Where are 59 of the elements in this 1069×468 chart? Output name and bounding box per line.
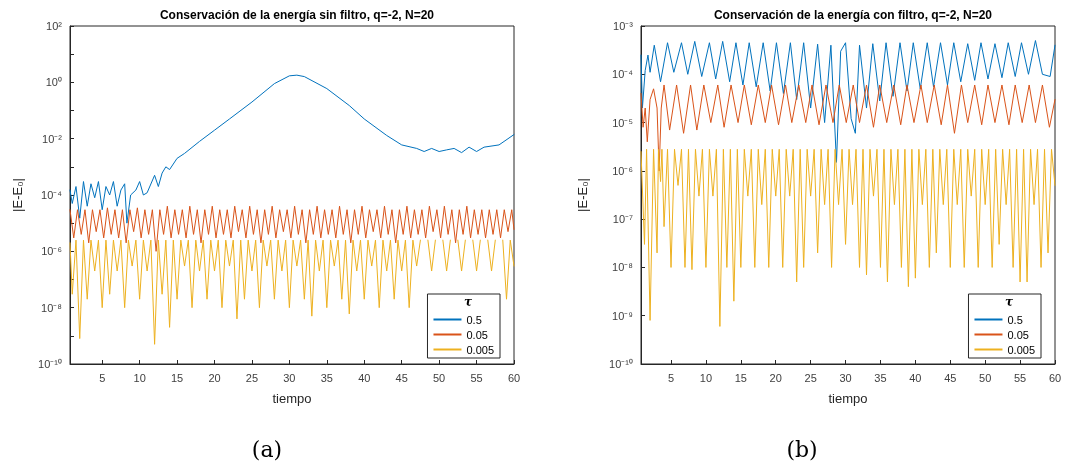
x-tick-label: 20 xyxy=(208,371,221,384)
x-tick-label: 10 xyxy=(699,371,713,384)
legend-label: 0.005 xyxy=(1007,343,1035,356)
y-tick-label: 10⁻³ xyxy=(613,20,634,32)
x-axis-title: tiempo xyxy=(828,391,868,406)
x-tick-label: 15 xyxy=(170,371,184,384)
x-tick-label: 10 xyxy=(133,371,146,384)
chart-title: Conservación de la energía con filtro, q=-2, N=20 xyxy=(713,8,993,22)
x-tick-label: 15 xyxy=(734,371,747,384)
x-tick-label: 55 xyxy=(1013,371,1027,384)
x-tick-label: 35 xyxy=(874,371,887,384)
x-tick-label: 30 xyxy=(839,371,852,384)
y-tick-label: 10⁻² xyxy=(42,132,63,145)
y-tick-label: 10⁻⁴ xyxy=(41,189,63,201)
y-axis-title: |E-E₀| xyxy=(575,178,590,212)
y-tick-label: 10⁻⁴ xyxy=(612,68,634,81)
x-tick-label: 40 xyxy=(909,371,922,384)
y-tick-label: 10⁻⁵ xyxy=(612,116,633,129)
text: (a) xyxy=(251,436,283,462)
x-tick-label: 55 xyxy=(470,371,483,384)
legend-label: 0.05 xyxy=(1007,328,1029,341)
x-tick-label: 20 xyxy=(769,371,782,384)
x-axis-title: tiempo xyxy=(272,391,312,406)
y-tick-label: 10⁰ xyxy=(45,76,62,89)
x-tick-label: 50 xyxy=(979,371,992,384)
x-tick-label: 60 xyxy=(507,371,521,384)
x-tick-label: 5 xyxy=(99,371,106,384)
chart-title: Conservación de la energía sin filtro, q=-2, N=20 xyxy=(159,8,435,22)
y-tick-label: 10⁻⁸ xyxy=(41,301,62,314)
text: (b) xyxy=(786,436,818,462)
y-tick-label: 10⁻¹⁰ xyxy=(38,358,62,370)
legend-label: 0.5 xyxy=(1007,313,1023,326)
y-tick-label: 10⁻⁶ xyxy=(41,245,62,258)
y-tick-label: 10⁻¹⁰ xyxy=(609,358,633,370)
x-tick-label: 60 xyxy=(1048,371,1062,384)
y-tick-label: 10² xyxy=(46,20,63,32)
y-tick-label: 10⁻⁷ xyxy=(612,213,634,226)
y-tick-label: 10⁻⁸ xyxy=(612,261,633,274)
y-tick-label: 10⁻⁹ xyxy=(612,309,633,322)
x-tick-label: 35 xyxy=(320,371,333,384)
x-tick-label: 30 xyxy=(283,371,296,384)
line-series xyxy=(69,74,515,224)
y-axis-title: |E-E₀| xyxy=(10,178,25,212)
y-tick-label: 10⁻⁶ xyxy=(612,164,633,177)
x-tick-label: 25 xyxy=(804,371,817,384)
legend-label: 0.05 xyxy=(466,328,488,341)
x-tick-label: 50 xyxy=(433,371,446,384)
x-tick-label: 40 xyxy=(358,371,371,384)
x-tick-label: 45 xyxy=(944,371,957,384)
legend-label: 0.005 xyxy=(466,343,494,356)
x-tick-label: 25 xyxy=(245,371,259,384)
line-series xyxy=(640,148,1056,327)
legend-title: τ xyxy=(1004,295,1014,309)
legend-title: τ xyxy=(463,295,473,309)
legend-label: 0.5 xyxy=(466,313,482,326)
line-series xyxy=(640,40,1056,163)
line-series xyxy=(69,205,515,252)
x-tick-label: 45 xyxy=(395,371,408,384)
x-tick-label: 5 xyxy=(667,371,675,384)
